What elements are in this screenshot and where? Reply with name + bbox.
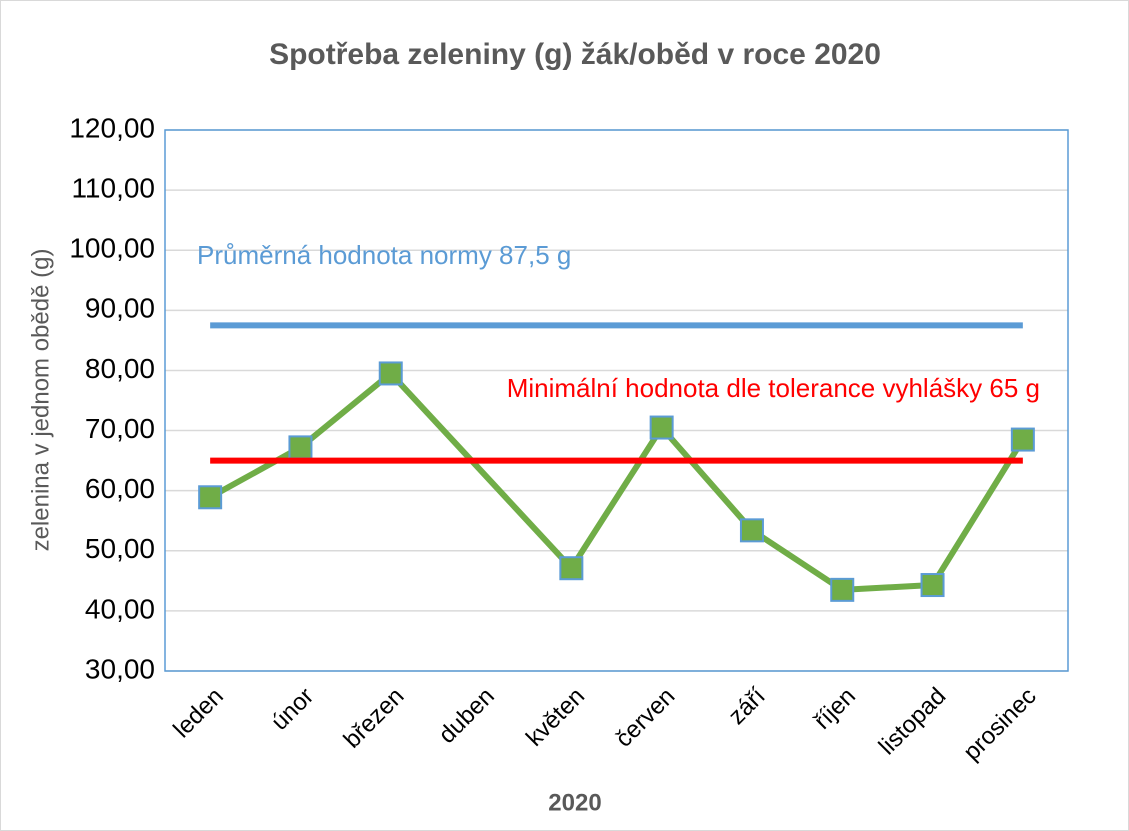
y-tick-label: 80,00 <box>85 353 155 384</box>
y-tick-label: 40,00 <box>85 593 155 624</box>
y-tick-label: 70,00 <box>85 413 155 444</box>
marker <box>378 361 403 386</box>
y-tick-label: 110,00 <box>71 173 155 204</box>
marker <box>1010 427 1035 452</box>
marker <box>288 435 313 460</box>
annotation: Minimální hodnota dle tolerance vyhlášky… <box>507 373 1040 403</box>
line-series <box>568 424 1026 593</box>
y-tick-label: 60,00 <box>85 473 155 504</box>
y-tick-label: 50,00 <box>85 533 155 564</box>
marker <box>198 485 223 510</box>
y-tick-label: 120,00 <box>69 112 155 143</box>
y-axis-label: zelenina v jednom obědě (g) <box>27 249 54 552</box>
chart-title: Spotřeba zeleniny (g) žák/oběd v roce 20… <box>269 38 881 71</box>
y-tick-label: 90,00 <box>85 293 155 324</box>
annotation: Průměrná hodnota normy 87,5 g <box>197 240 571 270</box>
marker <box>559 556 584 581</box>
marker <box>739 518 764 543</box>
marker <box>830 577 855 602</box>
y-tick-label: 30,00 <box>85 653 155 684</box>
plot-frame <box>164 129 1069 672</box>
x-axis-label: 2020 <box>548 789 601 816</box>
marker <box>920 573 945 598</box>
y-tick-label: 100,00 <box>69 233 155 264</box>
gap-connector <box>388 371 574 571</box>
marker <box>649 415 674 440</box>
